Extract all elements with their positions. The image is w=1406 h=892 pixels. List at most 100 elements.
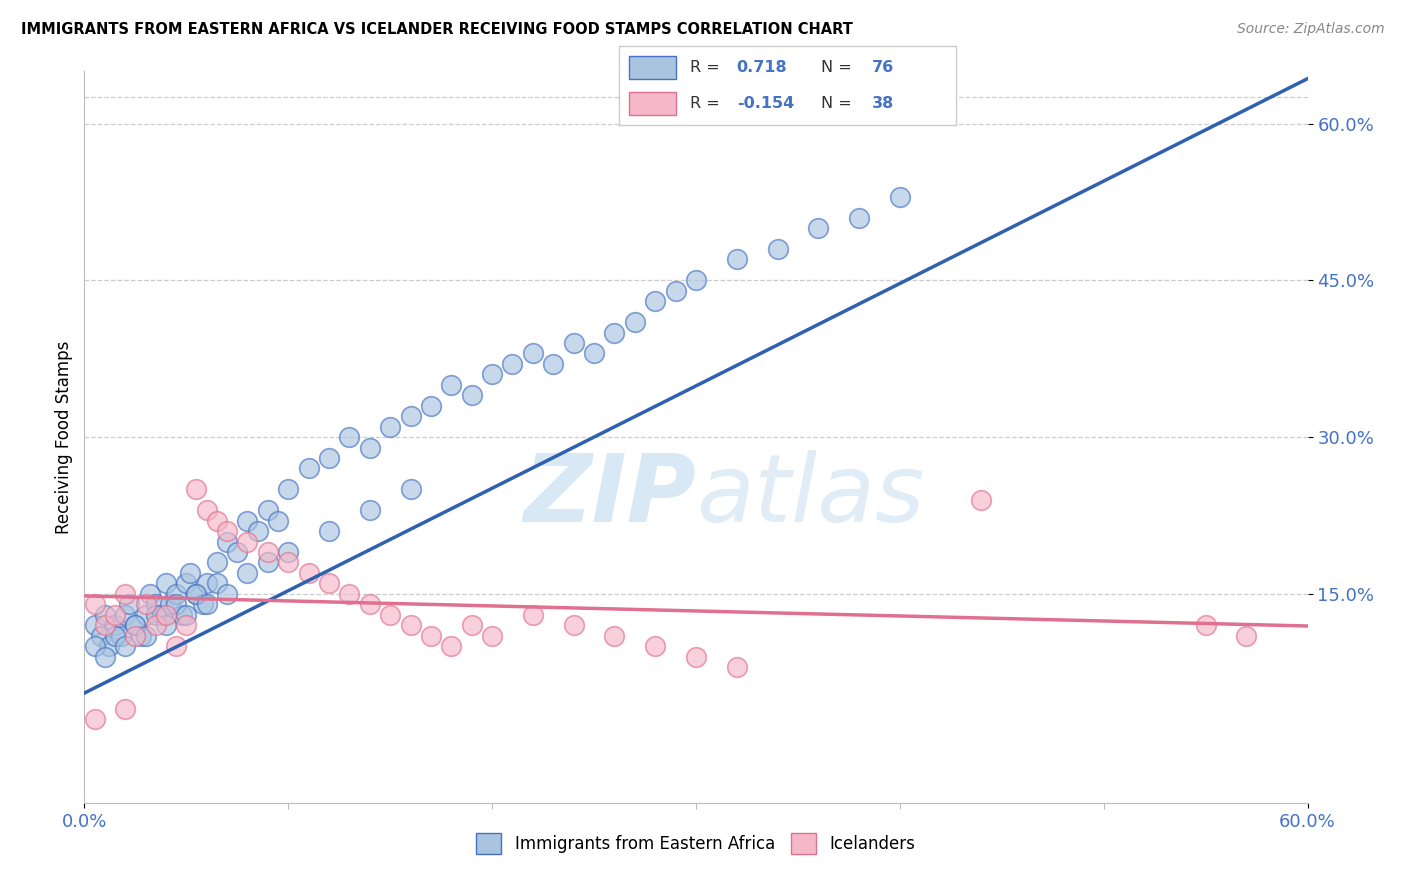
Point <box>1236 629 1258 643</box>
Point <box>318 524 340 538</box>
Point <box>766 242 789 256</box>
Point <box>665 284 688 298</box>
Point <box>644 639 666 653</box>
Point <box>399 618 422 632</box>
Point <box>217 587 239 601</box>
Text: ZIP: ZIP <box>523 450 696 541</box>
Point <box>150 607 173 622</box>
Y-axis label: Receiving Food Stamps: Receiving Food Stamps <box>55 341 73 533</box>
Point <box>195 597 218 611</box>
Point <box>145 607 167 622</box>
Point <box>298 566 321 580</box>
Point <box>562 618 585 632</box>
Point <box>502 357 524 371</box>
Point <box>93 607 115 622</box>
Point <box>522 346 544 360</box>
Point <box>135 629 157 643</box>
Point <box>583 346 606 360</box>
Point <box>205 514 228 528</box>
Point <box>380 607 402 622</box>
Point <box>359 503 381 517</box>
Point <box>135 597 157 611</box>
Point <box>562 336 585 351</box>
Point <box>155 618 177 632</box>
Point <box>685 649 707 664</box>
Point <box>267 514 290 528</box>
Point <box>236 514 259 528</box>
Point <box>145 597 167 611</box>
FancyBboxPatch shape <box>628 92 676 115</box>
Point <box>481 629 503 643</box>
Point <box>970 492 993 507</box>
Point <box>217 534 239 549</box>
Point <box>114 587 136 601</box>
Point <box>440 377 463 392</box>
Point <box>186 587 208 601</box>
Point <box>165 587 187 601</box>
Point <box>155 576 177 591</box>
Point <box>217 524 239 538</box>
Point <box>104 618 127 632</box>
Point <box>359 597 381 611</box>
Point <box>186 587 208 601</box>
Point <box>90 629 112 643</box>
Point <box>277 545 299 559</box>
Text: 0.718: 0.718 <box>737 60 787 75</box>
Point <box>889 190 911 204</box>
Point <box>159 597 181 611</box>
Point <box>226 545 249 559</box>
Point <box>685 273 707 287</box>
Point <box>725 252 748 267</box>
FancyBboxPatch shape <box>628 56 676 79</box>
Point <box>257 503 280 517</box>
Point <box>603 629 626 643</box>
Point <box>93 649 115 664</box>
Point <box>93 618 115 632</box>
Point <box>848 211 870 225</box>
Point <box>725 660 748 674</box>
Point <box>83 639 105 653</box>
Text: N =: N = <box>821 96 858 112</box>
Text: -0.154: -0.154 <box>737 96 794 112</box>
Point <box>277 483 299 497</box>
Point <box>359 441 381 455</box>
Point <box>807 221 830 235</box>
Point <box>420 629 443 643</box>
Point <box>522 607 544 622</box>
Point <box>104 607 127 622</box>
Point <box>205 556 228 570</box>
Point <box>318 450 340 465</box>
Point <box>195 576 218 591</box>
Legend: Immigrants from Eastern Africa, Icelanders: Immigrants from Eastern Africa, Icelande… <box>470 827 922 860</box>
Point <box>624 315 647 329</box>
Text: IMMIGRANTS FROM EASTERN AFRICA VS ICELANDER RECEIVING FOOD STAMPS CORRELATION CH: IMMIGRANTS FROM EASTERN AFRICA VS ICELAN… <box>21 22 853 37</box>
Point <box>543 357 565 371</box>
Point <box>174 618 197 632</box>
Point <box>138 587 160 601</box>
Point <box>110 629 132 643</box>
Point <box>257 556 280 570</box>
Point <box>205 576 228 591</box>
Point <box>420 399 443 413</box>
Point <box>174 607 197 622</box>
Text: atlas: atlas <box>696 450 924 541</box>
Point <box>124 629 146 643</box>
Point <box>380 419 402 434</box>
Point <box>114 702 136 716</box>
Point <box>399 483 422 497</box>
Text: N =: N = <box>821 60 858 75</box>
Point <box>124 618 146 632</box>
Point <box>135 607 157 622</box>
Point <box>124 618 146 632</box>
Point <box>461 618 484 632</box>
Text: R =: R = <box>689 60 724 75</box>
Text: Source: ZipAtlas.com: Source: ZipAtlas.com <box>1237 22 1385 37</box>
Point <box>145 618 167 632</box>
Point <box>339 587 361 601</box>
Point <box>174 576 197 591</box>
Point <box>97 639 120 653</box>
Point <box>83 597 105 611</box>
Point <box>155 607 177 622</box>
Point <box>318 576 340 591</box>
Point <box>131 629 153 643</box>
